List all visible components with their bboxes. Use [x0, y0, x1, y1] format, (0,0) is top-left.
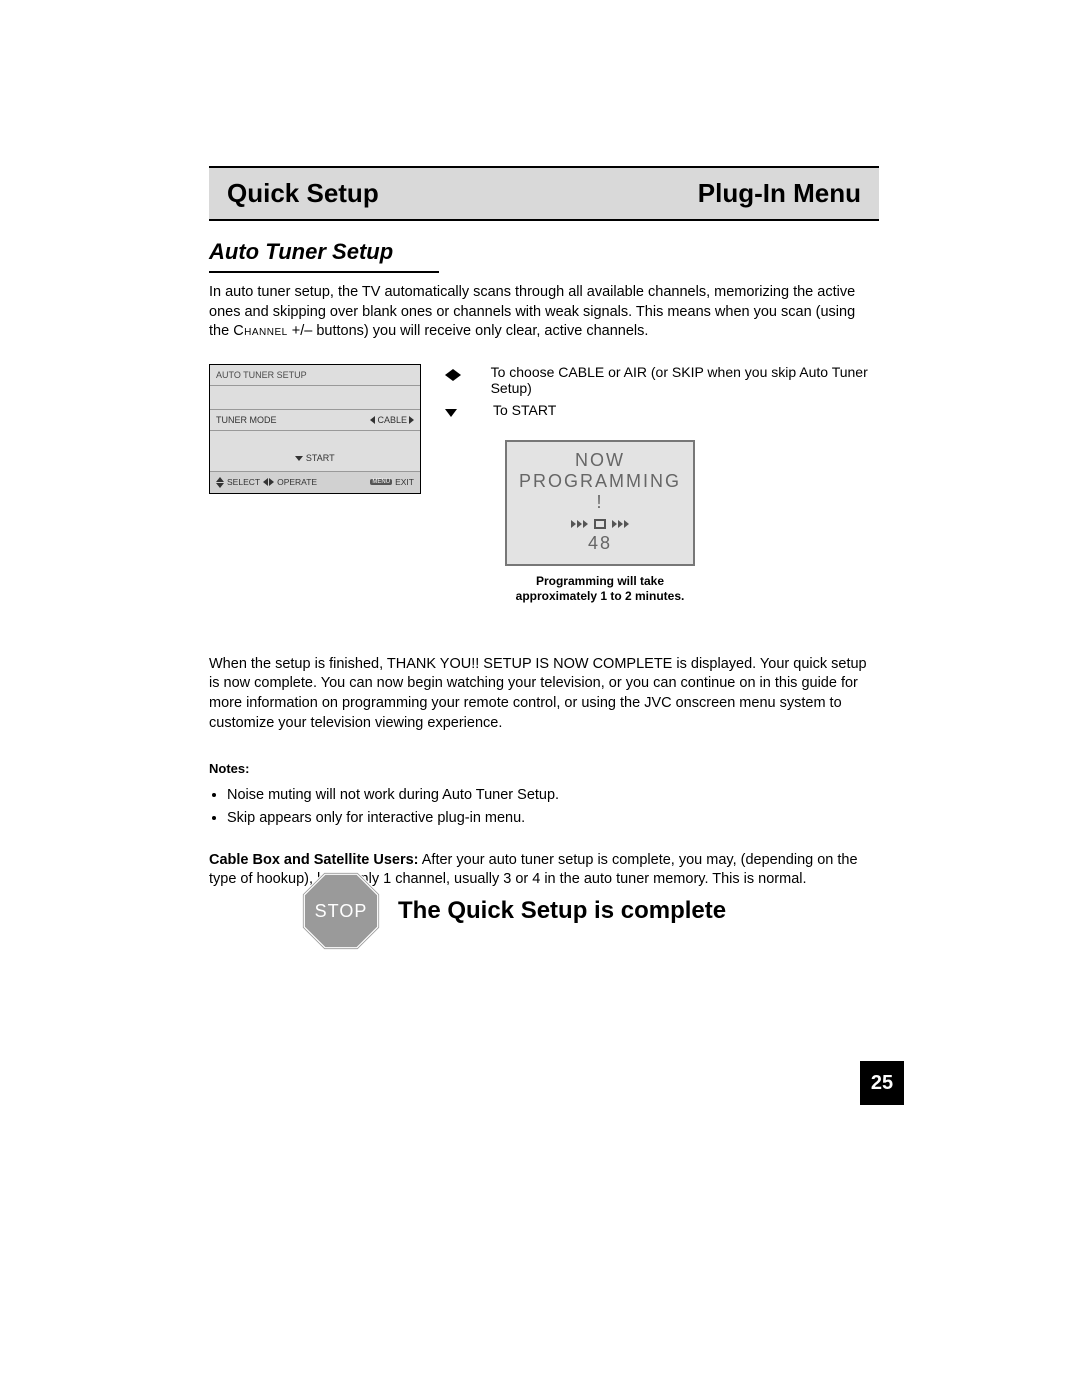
stop-row: STOP The Quick Setup is complete	[300, 870, 726, 952]
stop-sign: STOP	[300, 870, 382, 952]
intro-paragraph: In auto tuner setup, the TV automaticall…	[209, 283, 879, 342]
instructions: To choose CABLE or AIR (or SKIP when you…	[445, 364, 879, 605]
triangle-right-icon	[409, 416, 414, 424]
instruction-row-down: To START	[445, 402, 879, 420]
tuner-footer-right: MENU EXIT	[370, 477, 414, 488]
notes-list: Noise muting will not work during Auto T…	[209, 784, 879, 830]
tuner-footer: SELECT OPERATE MENU EXIT	[210, 471, 420, 493]
now-programming-box: NOW PROGRAMMING ! 48	[505, 440, 695, 566]
now-line2: PROGRAMMING !	[513, 471, 687, 513]
notes-title: Notes:	[209, 761, 879, 776]
auto-tuner-box: AUTO TUNER SETUP TUNER MODE CABLE START	[209, 364, 421, 494]
tuner-start-label: START	[306, 453, 335, 463]
tuner-footer-left: SELECT OPERATE	[216, 477, 317, 488]
stop-sign-label: STOP	[300, 870, 382, 952]
symbol-leftright	[445, 364, 473, 382]
section-underline	[209, 271, 439, 273]
now-icons	[513, 519, 687, 529]
instruction-row-lr: To choose CABLE or AIR (or SKIP when you…	[445, 364, 879, 396]
footer-exit: EXIT	[395, 477, 414, 487]
tuner-mode-value-wrap: CABLE	[370, 415, 414, 425]
triangle-down-icon	[216, 483, 224, 488]
triangle-down-icon	[445, 409, 457, 417]
note-item: Skip appears only for interactive plug-i…	[227, 807, 879, 830]
middle-row: AUTO TUNER SETUP TUNER MODE CABLE START	[209, 364, 879, 605]
now-caption: Programming will take approximately 1 to…	[505, 574, 695, 605]
arrows-icon	[571, 520, 588, 528]
triangle-right-icon	[269, 478, 274, 486]
leftright-icon	[263, 478, 274, 486]
tuner-mode-label: TUNER MODE	[216, 415, 277, 425]
content-area: Quick Setup Plug-In Menu Auto Tuner Setu…	[209, 166, 879, 890]
instruction-lr-text: To choose CABLE or AIR (or SKIP when you…	[491, 364, 879, 396]
header-band: Quick Setup Plug-In Menu	[209, 166, 879, 221]
triangle-left-icon	[370, 416, 375, 424]
tuner-mode-row: TUNER MODE CABLE	[210, 410, 420, 431]
stop-text: The Quick Setup is complete	[398, 897, 726, 925]
now-number: 48	[513, 533, 687, 554]
footer-select: SELECT	[227, 477, 260, 487]
after-paragraph: When the setup is finished, THANK YOU!! …	[209, 655, 879, 733]
symbol-down	[445, 402, 475, 420]
triangle-down-icon	[295, 456, 303, 461]
tv-icon	[594, 519, 606, 529]
triangle-up-icon	[216, 477, 224, 482]
page-number: 25	[860, 1061, 904, 1105]
tuner-start-row: START	[210, 431, 420, 471]
section-title: Auto Tuner Setup	[209, 239, 879, 265]
intro-after: +/– buttons) you will receive only clear…	[288, 323, 649, 339]
page: Quick Setup Plug-In Menu Auto Tuner Setu…	[0, 0, 1080, 1397]
now-line1: NOW	[513, 450, 687, 471]
intro-smallcaps: Channel	[233, 323, 288, 339]
triangle-left-icon	[263, 478, 268, 486]
triangle-right-icon	[453, 369, 461, 381]
header-left: Quick Setup	[227, 178, 379, 209]
footer-operate: OPERATE	[277, 477, 317, 487]
header-right: Plug-In Menu	[698, 178, 861, 209]
menu-key-icon: MENU	[370, 479, 392, 485]
arrows-icon	[612, 520, 629, 528]
triangle-left-icon	[445, 369, 453, 381]
instruction-down-text: To START	[493, 402, 556, 418]
note-item: Noise muting will not work during Auto T…	[227, 784, 879, 807]
tuner-box-title: AUTO TUNER SETUP	[210, 365, 420, 386]
tuner-blank-row	[210, 386, 420, 410]
now-programming-wrap: NOW PROGRAMMING ! 48 Programming will ta…	[505, 440, 695, 605]
updown-icon	[216, 477, 224, 488]
cable-note-bold: Cable Box and Satellite Users:	[209, 852, 419, 868]
tuner-mode-value: CABLE	[377, 415, 407, 425]
